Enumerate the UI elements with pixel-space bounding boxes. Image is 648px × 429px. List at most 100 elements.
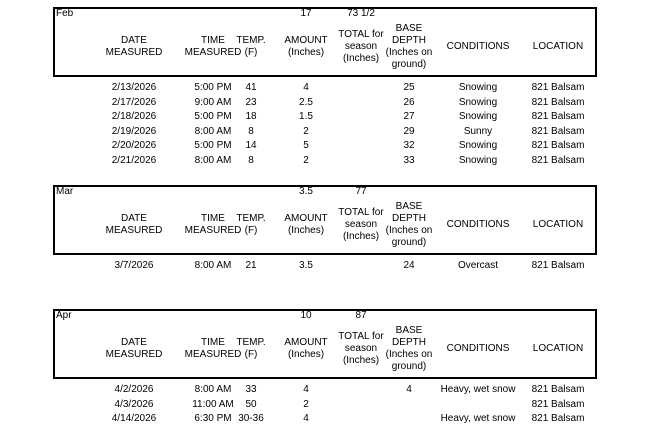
column-header-base: BASE DEPTH (Inches on ground) xyxy=(385,201,433,248)
cell-time: 8:00 AM xyxy=(194,154,232,166)
cell-conditions: Heavy, wet snow xyxy=(440,413,516,424)
month-amount-total: 3.5 xyxy=(299,186,313,197)
column-header-location: LOCATION xyxy=(532,41,584,52)
cell-conditions: Heavy, wet snow xyxy=(440,384,516,395)
cell-base: 4 xyxy=(406,384,412,395)
cell-conditions: Snowing xyxy=(458,140,498,151)
cell-time: 5:00 PM xyxy=(194,82,232,93)
column-header-base: BASE DEPTH (Inches on ground) xyxy=(385,325,433,372)
column-header-location: LOCATION xyxy=(532,219,584,230)
cell-temp: 14 xyxy=(245,140,257,151)
cell-date: 2/19/2026 xyxy=(111,125,157,137)
cell-date: 2/20/2026 xyxy=(111,140,157,151)
section-apr: Apr 10 87 DATE MEASURED TIME MEASURED TEMP.(F… xyxy=(0,309,648,424)
cell-conditions: Snowing xyxy=(458,154,498,166)
cell-time: 6:30 PM xyxy=(194,413,232,424)
cell-amount: 4 xyxy=(303,413,309,424)
table-row: 3/7/2026 8:00 AM 21 3.5 24 Overcast 821 Balsam xyxy=(0,260,648,274)
cell-location: 821 Balsam xyxy=(531,260,585,271)
section-mar: Mar 3.5 77 DATE MEASURED TIME MEASURED TEMP.(… xyxy=(0,185,648,295)
cell-amount: 4 xyxy=(303,82,309,93)
cell-date: 4/2/2026 xyxy=(114,384,154,395)
table-row: 2/21/2026 8:00 AM 8 2 33 Snowing 821 Balsam xyxy=(0,155,648,169)
table-row: 4/14/2026 6:30 PM 30-36 4 Heavy, wet snow 821… xyxy=(0,413,648,427)
cell-amount: 2.5 xyxy=(299,96,313,108)
column-header-date: DATE MEASURED xyxy=(105,213,163,236)
cell-base: 27 xyxy=(403,111,415,122)
header-box xyxy=(53,185,597,255)
table-row: 2/18/2026 5:00 PM 18 1.5 27 Snowing 821 Balsam xyxy=(0,111,648,125)
cell-temp: 8 xyxy=(248,154,254,166)
column-header-temp: TEMP.(F) xyxy=(236,213,266,236)
column-header-total: TOTAL for season (Inches) xyxy=(338,331,384,366)
column-header-amount: AMOUNT (Inches) xyxy=(284,35,328,58)
cell-location: 821 Balsam xyxy=(531,111,585,122)
month-label: Mar xyxy=(56,186,74,197)
column-header-conditions: CONDITIONS xyxy=(446,41,510,52)
season-total: 77 xyxy=(355,186,367,197)
cell-date: 2/17/2026 xyxy=(111,96,157,108)
section-feb: Feb 17 73 1/2 DATE MEASURED TIME MEASURED TEM… xyxy=(0,7,648,166)
column-header-time: TIME MEASURED xyxy=(184,35,242,58)
cell-location: 821 Balsam xyxy=(531,384,585,395)
cell-location: 821 Balsam xyxy=(531,413,585,424)
season-total: 87 xyxy=(355,310,367,321)
table-row: 2/19/2026 8:00 AM 8 2 29 Sunny 821 Balsam xyxy=(0,126,648,140)
column-header-total: TOTAL for season (Inches) xyxy=(338,29,384,64)
header-box xyxy=(53,309,597,379)
cell-temp: 30-36 xyxy=(238,413,264,424)
month-amount-total: 17 xyxy=(300,8,312,19)
cell-amount: 2 xyxy=(303,154,309,166)
cell-temp: 21 xyxy=(245,260,257,271)
cell-location: 821 Balsam xyxy=(531,96,585,108)
cell-location: 821 Balsam xyxy=(531,125,585,137)
cell-base: 29 xyxy=(403,125,415,137)
cell-temp: 8 xyxy=(248,125,254,137)
month-label: Feb xyxy=(56,8,74,19)
cell-temp: 50 xyxy=(245,398,257,410)
table-row: 4/2/2026 8:00 AM 33 4 4 Heavy, wet snow 821 Ba… xyxy=(0,384,648,398)
cell-time: 8:00 AM xyxy=(194,125,232,137)
cell-temp: 41 xyxy=(245,82,257,93)
cell-conditions: Sunny xyxy=(463,125,493,137)
cell-conditions: Snowing xyxy=(458,111,498,122)
cell-date: 2/21/2026 xyxy=(111,154,157,166)
cell-date: 4/3/2026 xyxy=(114,398,154,410)
table-row: 2/20/2026 5:00 PM 14 5 32 Snowing 821 Balsam xyxy=(0,140,648,154)
cell-amount: 2 xyxy=(303,398,309,410)
column-header-conditions: CONDITIONS xyxy=(446,219,510,230)
cell-date: 4/14/2026 xyxy=(111,413,157,424)
column-header-location: LOCATION xyxy=(532,343,584,354)
cell-base: 24 xyxy=(403,260,415,271)
header-box xyxy=(53,7,597,77)
cell-time: 8:00 AM xyxy=(194,384,232,395)
cell-temp: 33 xyxy=(245,384,257,395)
cell-time: 9:00 AM xyxy=(194,96,232,108)
column-header-date: DATE MEASURED xyxy=(105,337,163,360)
cell-time: 5:00 PM xyxy=(194,140,232,151)
cell-conditions: Overcast xyxy=(457,260,498,271)
table-row: 2/13/2026 5:00 PM 41 4 25 Snowing 821 Balsam xyxy=(0,82,648,96)
column-header-amount: AMOUNT (Inches) xyxy=(284,337,328,360)
season-total: 73 1/2 xyxy=(347,8,375,19)
cell-location: 821 Balsam xyxy=(531,154,585,166)
cell-time: 8:00 AM xyxy=(194,260,232,271)
cell-conditions: Snowing xyxy=(458,82,498,93)
column-header-base: BASE DEPTH (Inches on ground) xyxy=(385,23,433,70)
column-header-temp: TEMP.(F) xyxy=(236,337,266,360)
cell-date: 3/7/2026 xyxy=(114,260,154,271)
column-header-conditions: CONDITIONS xyxy=(446,343,510,354)
cell-base: 25 xyxy=(403,82,415,93)
cell-location: 821 Balsam xyxy=(531,140,585,151)
column-header-time: TIME MEASURED xyxy=(184,213,242,236)
cell-amount: 5 xyxy=(303,140,309,151)
cell-conditions: Snowing xyxy=(458,96,498,108)
month-amount-total: 10 xyxy=(300,310,312,321)
cell-amount: 2 xyxy=(303,125,309,137)
column-header-time: TIME MEASURED xyxy=(184,337,242,360)
cell-temp: 18 xyxy=(245,111,257,122)
cell-base: 32 xyxy=(403,140,415,151)
cell-time: 11:00 AM xyxy=(192,398,234,410)
cell-date: 2/18/2026 xyxy=(111,111,157,122)
